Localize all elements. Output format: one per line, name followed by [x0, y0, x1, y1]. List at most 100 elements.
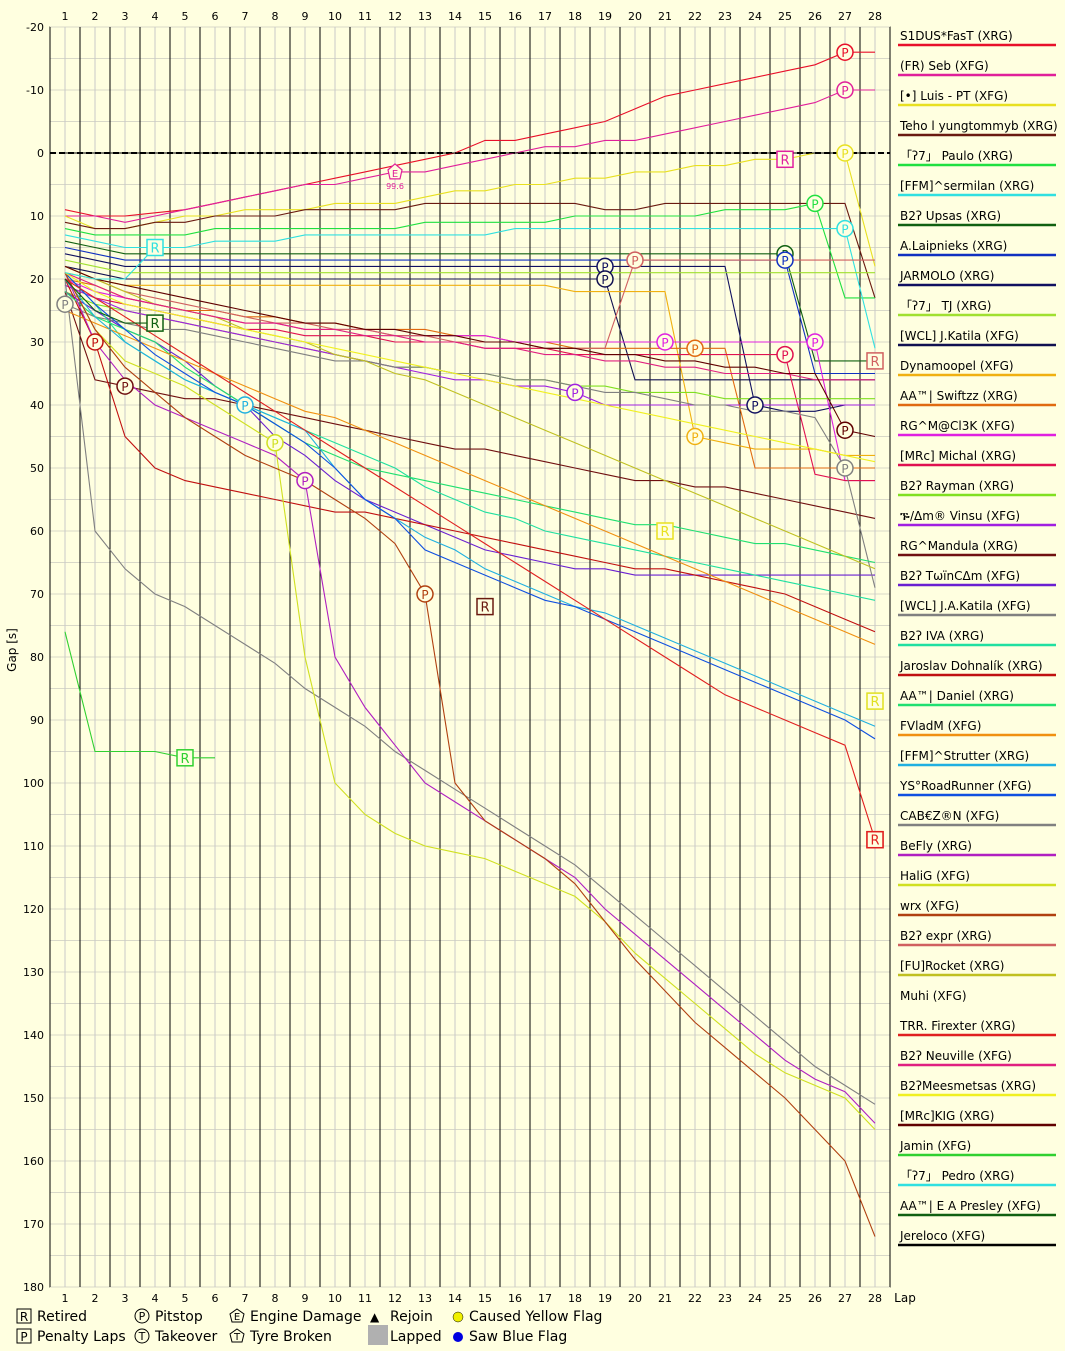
- x-tick-label-top: 27: [838, 10, 852, 23]
- x-tick-label: 3: [122, 1292, 129, 1305]
- legend-entry-label: [MRc] Michal (XRG): [900, 449, 1016, 463]
- pitstop-marker-label: P: [781, 349, 788, 363]
- y-tick-label: 150: [23, 1092, 44, 1105]
- series-line: [64, 152, 876, 267]
- pitstop-marker-label: P: [121, 380, 128, 394]
- key-tyre-symbol: [229, 1328, 245, 1343]
- pitstop-marker: [566, 383, 584, 402]
- legend-entry-label: Dynamoopel (XFG): [900, 359, 1014, 373]
- pitstop-marker-label: P: [601, 273, 608, 287]
- series-line: [64, 291, 875, 576]
- pitstop-marker-label: P: [271, 437, 278, 451]
- legend-entry-label: B2ʔ Upsas (XRG): [900, 209, 1001, 223]
- x-tick-label: 27: [838, 1292, 852, 1305]
- x-tick-label: 8: [272, 1292, 279, 1305]
- y-tick-label: 110: [23, 840, 44, 853]
- pitstop-marker-label: P: [781, 254, 788, 268]
- legend-entry-label: B2ʔ IVA (XRG): [900, 629, 984, 643]
- series-line: [64, 278, 155, 324]
- engine-damage-marker: [387, 163, 403, 180]
- series-line: [65, 89, 875, 223]
- x-tick-label: 2: [92, 1292, 99, 1305]
- x-axis-label: Lap: [894, 1291, 916, 1305]
- pitstop-marker: [836, 81, 854, 99]
- pitstop-marker: [836, 219, 854, 238]
- key-pitstop-symbol-letter: P: [139, 1310, 146, 1323]
- x-tick-label: 6: [212, 1292, 219, 1305]
- pitstop-marker: [806, 194, 824, 213]
- retired-marker-label: R: [180, 752, 189, 767]
- series-line: [64, 272, 876, 1237]
- x-tick-label: 9: [302, 1292, 309, 1305]
- x-tick-label: 23: [718, 1292, 732, 1305]
- pitstop-marker-label: P: [841, 462, 848, 476]
- legend-entry-label: A.Laipnieks (XRG): [900, 239, 1007, 253]
- x-tick-label: 19: [598, 1292, 612, 1305]
- series-line: [64, 278, 876, 840]
- x-tick-label-top: 12: [388, 10, 402, 23]
- series-line: [64, 272, 876, 1124]
- pitstop-marker-label: P: [751, 399, 758, 413]
- legend-entry-label: (FR) Seb (XFG): [900, 59, 989, 73]
- key-retired-label: Retired: [37, 1309, 87, 1325]
- legend-entry-label: HaliG (XFG): [900, 869, 970, 883]
- x-tick-label: 26: [808, 1292, 822, 1305]
- y-tick-label: 180: [23, 1281, 44, 1294]
- retired-marker: [776, 150, 794, 169]
- x-tick-label: 21: [658, 1292, 672, 1305]
- key-rejoin-label: Rejoin: [390, 1309, 433, 1325]
- pitstop-marker-label: P: [661, 336, 668, 350]
- legend-entry-label: Teho l yungtommyb (XRG): [899, 119, 1058, 133]
- key-engine-symbol-letter: E: [234, 1312, 240, 1323]
- x-tick-label: 5: [182, 1292, 189, 1305]
- key-takeover-symbol-letter: T: [138, 1330, 146, 1343]
- series-line: [64, 278, 876, 1105]
- pitstop-marker-label: P: [811, 197, 818, 211]
- legend-entry-label: YS°RoadRunner (XFG): [899, 779, 1032, 793]
- x-tick-label: 28: [868, 1292, 882, 1305]
- pitstop-marker-label: P: [841, 46, 848, 60]
- x-tick-label-top: 26: [808, 10, 822, 23]
- legend-entry-label: 「ʔ7」 TJ (XRG): [900, 299, 991, 313]
- pitstop-marker-label: P: [301, 475, 308, 489]
- pitstop-marker: [806, 333, 824, 351]
- x-tick-label: 25: [778, 1292, 792, 1305]
- key-penalty-symbol-letter: P: [20, 1330, 27, 1344]
- key-engine-label: Engine Damage: [250, 1309, 362, 1325]
- x-tick-label: 15: [478, 1292, 492, 1305]
- pitstop-marker-label: P: [421, 588, 428, 602]
- y-tick-label: 120: [23, 903, 44, 916]
- key-pitstop-label: Pitstop: [155, 1309, 203, 1325]
- legend-entry-label: JARMOLO (XRG): [899, 269, 994, 283]
- retired-marker: [176, 749, 194, 767]
- series-line: [64, 284, 875, 406]
- x-tick-label-top: 28: [868, 10, 882, 23]
- pitstop-marker: [266, 434, 284, 452]
- retired-marker-label: R: [660, 525, 669, 540]
- y-tick-label: 40: [30, 399, 44, 412]
- key-pitstop-symbol: [134, 1308, 150, 1324]
- legend-entry-label: AA™| Daniel (XRG): [900, 689, 1014, 703]
- series-line: [64, 265, 876, 438]
- series-line: [64, 228, 876, 349]
- series-line: [64, 202, 876, 299]
- x-tick-label-top: 3: [122, 10, 129, 23]
- retired-marker: [656, 522, 674, 540]
- x-tick-label: 12: [388, 1292, 402, 1305]
- pitstop-marker: [596, 270, 614, 288]
- x-tick-label-top: 7: [242, 10, 249, 23]
- series-line: [64, 291, 876, 564]
- legend-entry-label: B2ʔMeesmetsas (XRG): [900, 1079, 1036, 1093]
- retired-marker-label: R: [870, 355, 879, 370]
- pitstop-marker: [776, 345, 794, 364]
- pitstop-marker: [836, 459, 854, 477]
- legend-entry-label: B2ʔ expr (XRG): [900, 929, 992, 943]
- pitstop-marker: [686, 339, 704, 358]
- x-tick-label: 1: [62, 1292, 69, 1305]
- retired-marker-label: R: [150, 242, 159, 257]
- legend-entry-label: [WCL] J.A.Katila (XFG): [900, 599, 1031, 613]
- x-tick-label-top: 23: [718, 10, 732, 23]
- legend-entry-label: [FFM]^sermilan (XRG): [900, 179, 1034, 193]
- pitstop-marker-label: P: [841, 223, 848, 237]
- pitstop-marker-label: P: [241, 399, 248, 413]
